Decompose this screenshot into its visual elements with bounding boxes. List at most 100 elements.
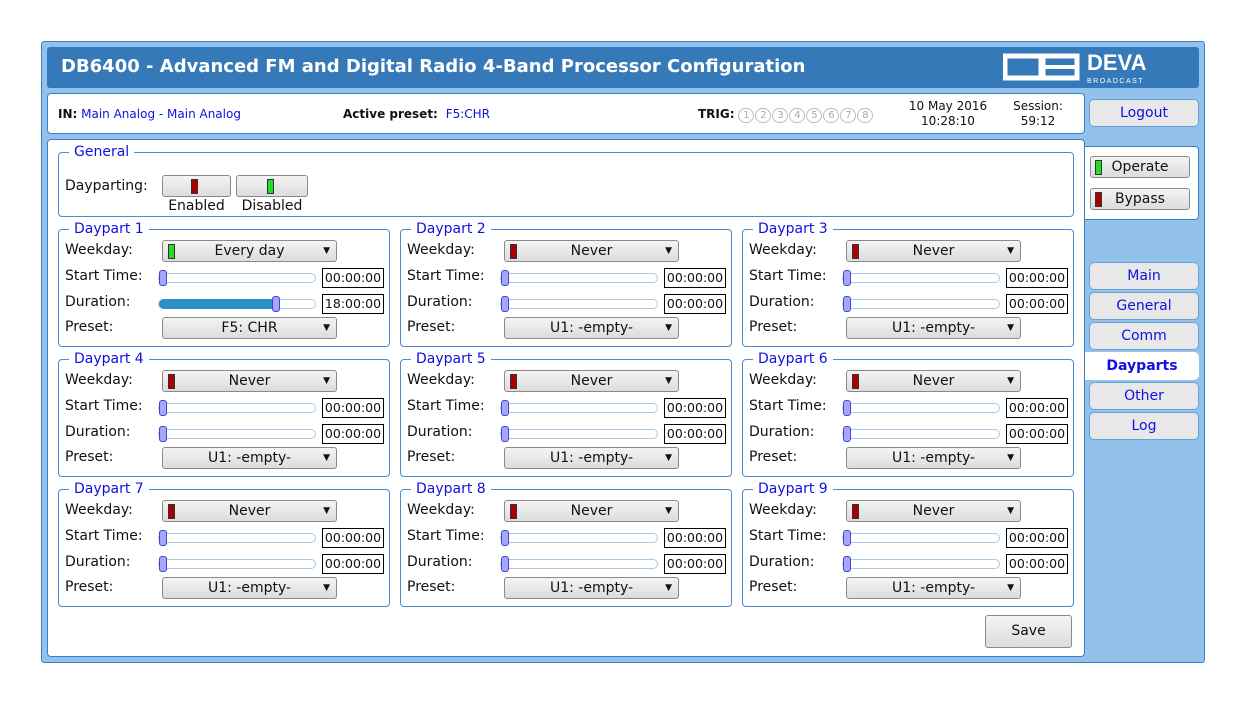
- preset-label: Preset:: [407, 319, 456, 335]
- weekday-select[interactable]: Never ▼: [846, 500, 1021, 522]
- duration-time-field[interactable]: 00:00:00: [664, 424, 726, 444]
- nav-tab-other[interactable]: Other: [1089, 382, 1199, 410]
- duration-time-field[interactable]: 00:00:00: [322, 424, 384, 444]
- weekday-label: Weekday:: [65, 372, 133, 388]
- chevron-down-icon: ▼: [1007, 376, 1014, 386]
- weekday-select[interactable]: Never ▼: [162, 370, 337, 392]
- duration-time-field[interactable]: 00:00:00: [322, 554, 384, 574]
- duration-slider[interactable]: [500, 556, 658, 572]
- save-button[interactable]: Save: [985, 615, 1072, 648]
- logout-button[interactable]: Logout: [1089, 99, 1199, 127]
- start-slider-handle[interactable]: [843, 530, 851, 546]
- start-time-field[interactable]: 00:00:00: [1006, 528, 1068, 548]
- duration-slider[interactable]: [158, 296, 316, 312]
- duration-slider-handle[interactable]: [271, 296, 280, 312]
- preset-select[interactable]: U1: -empty- ▼: [846, 577, 1021, 599]
- start-slider[interactable]: [842, 270, 1000, 286]
- duration-slider-handle[interactable]: [501, 296, 509, 312]
- weekday-select[interactable]: Never ▼: [846, 240, 1021, 262]
- duration-slider-handle[interactable]: [501, 426, 509, 442]
- preset-select[interactable]: U1: -empty- ▼: [504, 577, 679, 599]
- duration-slider-handle[interactable]: [159, 426, 167, 442]
- start-time-field[interactable]: 00:00:00: [322, 528, 384, 548]
- duration-slider-handle[interactable]: [159, 556, 167, 572]
- nav-tab-comm[interactable]: Comm: [1089, 322, 1199, 350]
- start-slider[interactable]: [158, 530, 316, 546]
- start-time-field[interactable]: 00:00:00: [322, 268, 384, 288]
- duration-time-field[interactable]: 00:00:00: [664, 554, 726, 574]
- start-slider-handle[interactable]: [159, 400, 167, 416]
- status-led-icon: [168, 504, 175, 519]
- start-slider-handle[interactable]: [159, 530, 167, 546]
- start-time-field[interactable]: 00:00:00: [664, 268, 726, 288]
- duration-slider[interactable]: [842, 556, 1000, 572]
- start-slider-handle[interactable]: [159, 270, 167, 286]
- input-value[interactable]: Main Analog - Main Analog: [81, 107, 241, 121]
- general-fieldset: General Dayparting: Enabled Disabled: [58, 144, 1074, 217]
- preset-select[interactable]: U1: -empty- ▼: [504, 447, 679, 469]
- weekday-value: Never: [570, 243, 613, 259]
- duration-slider-handle[interactable]: [843, 426, 851, 442]
- start-slider-handle[interactable]: [843, 270, 851, 286]
- start-slider-handle[interactable]: [501, 530, 509, 546]
- duration-slider-handle[interactable]: [843, 296, 851, 312]
- start-slider[interactable]: [158, 400, 316, 416]
- duration-slider-handle[interactable]: [843, 556, 851, 572]
- start-time-field[interactable]: 00:00:00: [664, 528, 726, 548]
- dayparting-enabled-button[interactable]: Enabled: [162, 175, 231, 214]
- weekday-select[interactable]: Never ▼: [504, 500, 679, 522]
- preset-select[interactable]: U1: -empty- ▼: [846, 317, 1021, 339]
- active-preset-value[interactable]: F5:CHR: [445, 107, 491, 121]
- duration-slider[interactable]: [842, 296, 1000, 312]
- duration-time-field[interactable]: 18:00:00: [322, 294, 384, 314]
- status-led-icon: [168, 244, 175, 259]
- duration-slider[interactable]: [500, 296, 658, 312]
- bypass-button[interactable]: Bypass: [1090, 188, 1190, 210]
- duration-slider[interactable]: [500, 426, 658, 442]
- start-time-field[interactable]: 00:00:00: [1006, 398, 1068, 418]
- start-slider[interactable]: [842, 530, 1000, 546]
- operate-button[interactable]: Operate: [1090, 156, 1190, 178]
- preset-value: U1: -empty-: [207, 450, 292, 466]
- duration-time-field[interactable]: 00:00:00: [1006, 294, 1068, 314]
- weekday-select[interactable]: Never ▼: [504, 240, 679, 262]
- start-time-field[interactable]: 00:00:00: [322, 398, 384, 418]
- start-slider-handle[interactable]: [843, 400, 851, 416]
- status-led-icon: [852, 244, 859, 259]
- trigger-indicator-2: 2: [755, 108, 772, 123]
- preset-select[interactable]: U1: -empty- ▼: [162, 447, 337, 469]
- preset-select[interactable]: U1: -empty- ▼: [504, 317, 679, 339]
- nav-tab-dayparts[interactable]: Dayparts: [1085, 352, 1199, 380]
- status-led-icon: [510, 244, 517, 259]
- weekday-label: Weekday:: [749, 242, 817, 258]
- weekday-select[interactable]: Never ▼: [504, 370, 679, 392]
- weekday-select[interactable]: Never ▼: [846, 370, 1021, 392]
- nav-tab-log[interactable]: Log: [1089, 412, 1199, 440]
- start-slider[interactable]: [500, 530, 658, 546]
- duration-time-field[interactable]: 00:00:00: [664, 294, 726, 314]
- duration-slider[interactable]: [158, 426, 316, 442]
- nav-tab-main[interactable]: Main: [1089, 262, 1199, 290]
- session-timer: 59:12: [1020, 114, 1056, 128]
- duration-label: Duration:: [65, 554, 131, 570]
- start-slider-handle[interactable]: [501, 400, 509, 416]
- start-slider[interactable]: [500, 400, 658, 416]
- preset-select[interactable]: F5: CHR ▼: [162, 317, 337, 339]
- preset-select[interactable]: U1: -empty- ▼: [846, 447, 1021, 469]
- start-slider[interactable]: [500, 270, 658, 286]
- dayparting-disabled-button[interactable]: Disabled: [236, 175, 308, 214]
- nav-tab-general[interactable]: General: [1089, 292, 1199, 320]
- weekday-select[interactable]: Every day ▼: [162, 240, 337, 262]
- duration-slider[interactable]: [842, 426, 1000, 442]
- start-slider[interactable]: [158, 270, 316, 286]
- duration-slider-handle[interactable]: [501, 556, 509, 572]
- weekday-select[interactable]: Never ▼: [162, 500, 337, 522]
- duration-time-field[interactable]: 00:00:00: [1006, 554, 1068, 574]
- preset-select[interactable]: U1: -empty- ▼: [162, 577, 337, 599]
- start-slider-handle[interactable]: [501, 270, 509, 286]
- duration-slider[interactable]: [158, 556, 316, 572]
- start-time-field[interactable]: 00:00:00: [1006, 268, 1068, 288]
- duration-time-field[interactable]: 00:00:00: [1006, 424, 1068, 444]
- start-slider[interactable]: [842, 400, 1000, 416]
- start-time-field[interactable]: 00:00:00: [664, 398, 726, 418]
